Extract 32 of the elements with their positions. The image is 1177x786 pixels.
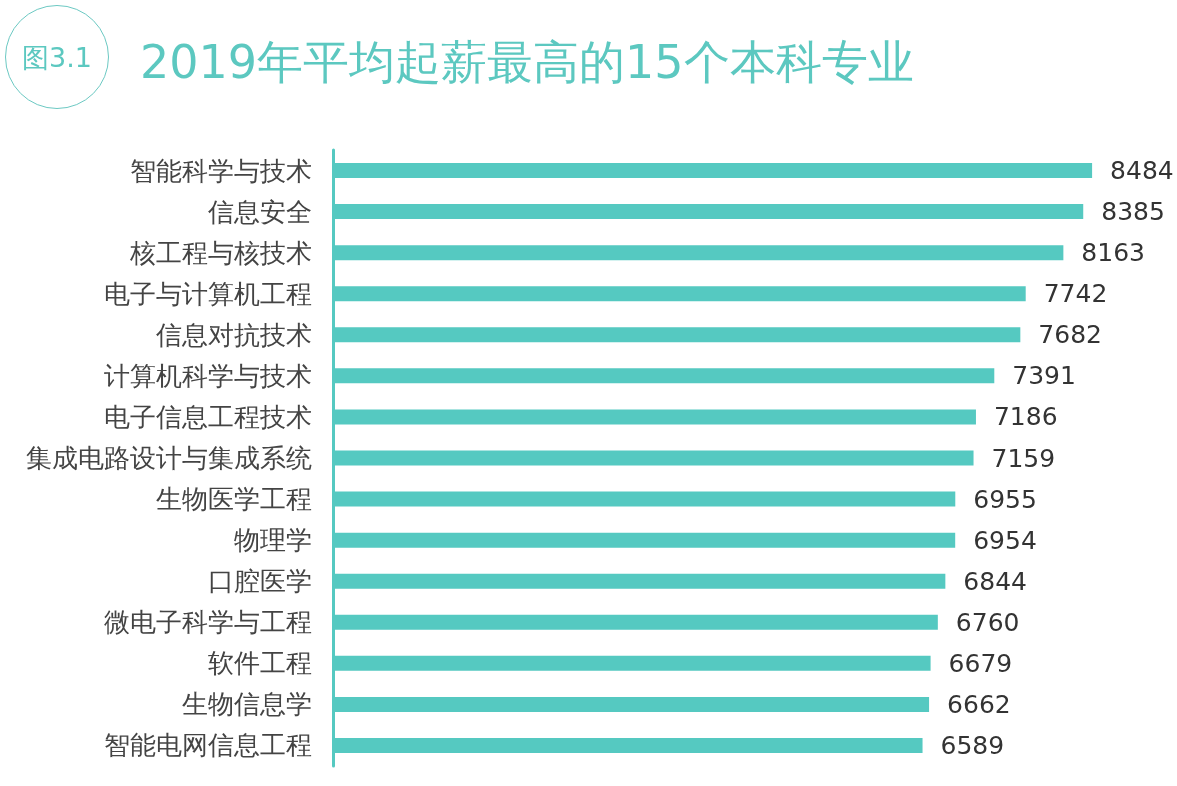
data-label: 6589	[940, 730, 1005, 760]
data-label: 7159	[991, 443, 1056, 473]
y-tick-label: 微电子科学与工程	[104, 607, 312, 638]
y-tick-label: 核工程与核技术	[129, 237, 312, 268]
y-tick-label: 信息对抗技术	[156, 319, 312, 350]
y-tick-label: 生物医学工程	[156, 484, 312, 515]
data-label: 6954	[973, 525, 1037, 555]
data-label: 7742	[1043, 279, 1108, 309]
data-label: 7391	[1012, 361, 1076, 391]
data-label: 6760	[955, 607, 1020, 637]
chart-title: 2019年平均起薪最高的15个本科专业	[140, 35, 914, 89]
data-label: 6679	[948, 648, 1013, 678]
y-tick-label: 生物信息学	[182, 689, 312, 720]
data-label: 7682	[1038, 320, 1102, 350]
y-tick-label: 口腔医学	[208, 566, 312, 597]
data-label: 8163	[1081, 238, 1145, 268]
y-tick-label: 集成电路设计与集成系统	[26, 443, 312, 473]
data-label: 7186	[993, 402, 1058, 432]
data-label: 8484	[1110, 156, 1174, 186]
y-tick-label: 智能电网信息工程	[104, 730, 312, 761]
y-tick-label: 信息安全	[208, 196, 312, 227]
data-label: 8385	[1101, 197, 1165, 227]
y-tick-label: 物理学	[234, 525, 312, 556]
y-tick-label: 智能科学与技术	[130, 155, 312, 186]
y-tick-label: 电子与计算机工程	[104, 278, 312, 309]
data-label: 6844	[963, 566, 1027, 596]
y-tick-label: 软件工程	[208, 648, 312, 679]
data-label: 6955	[973, 484, 1037, 514]
data-label: 6662	[947, 689, 1011, 719]
y-tick-label: 计算机科学与技术	[104, 360, 312, 391]
y-tick-label: 电子信息工程技术	[104, 401, 312, 432]
caption: 图3.1	[22, 41, 92, 73]
